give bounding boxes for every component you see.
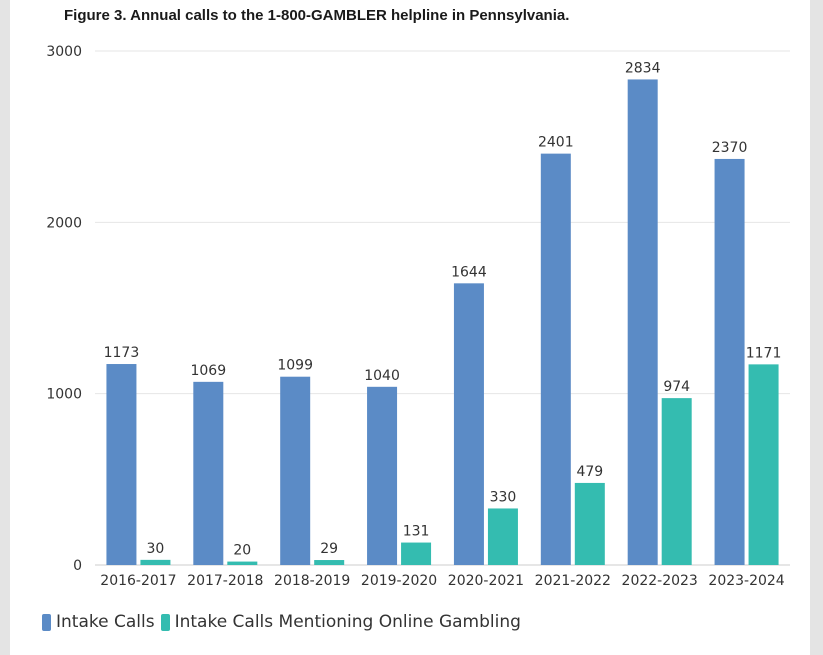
x-tick-label: 2020-2021 (448, 573, 524, 589)
x-tick-label: 2022-2023 (622, 573, 698, 589)
chart-title: Figure 3. Annual calls to the 1-800-GAMB… (64, 7, 570, 24)
x-tick-label: 2017-2018 (187, 573, 263, 589)
y-axis-ticks: 0 1000 2000 3000 (46, 44, 82, 574)
bar-intake-calls (193, 381, 224, 565)
bar-intake-calls (106, 364, 137, 565)
bar-online-gambling (748, 364, 779, 565)
data-label: 1173 (104, 345, 140, 361)
legend: Intake Calls Intake Calls Mentioning Onl… (42, 612, 527, 632)
y-tick-label: 2000 (46, 215, 82, 231)
bar-intake-calls (540, 153, 571, 565)
bars (106, 79, 779, 565)
data-label: 479 (576, 464, 603, 480)
y-tick-label: 1000 (46, 387, 82, 403)
chart-panel: Figure 3. Annual calls to the 1-800-GAMB… (10, 0, 810, 655)
bar-intake-calls (367, 386, 398, 565)
data-label: 1099 (277, 358, 313, 374)
data-label: 330 (490, 489, 517, 505)
x-tick-label: 2019-2020 (361, 573, 437, 589)
data-label: 2401 (538, 135, 574, 151)
data-label: 1040 (364, 368, 400, 384)
data-label: 30 (147, 541, 165, 557)
x-axis-ticks: 2016-2017 2017-2018 2018-2019 2019-2020 2020… (100, 573, 785, 589)
x-tick-label: 2016-2017 (100, 573, 176, 589)
legend-swatch-online-gambling (160, 613, 170, 631)
data-label: 1069 (190, 363, 226, 379)
data-label: 2370 (712, 140, 748, 156)
bar-online-gambling (314, 560, 345, 565)
bar-intake-calls (453, 283, 484, 565)
data-label: 1171 (746, 345, 782, 361)
legend-item-intake-calls: Intake Calls (42, 612, 155, 632)
data-label: 1644 (451, 264, 487, 280)
y-tick-label: 3000 (46, 44, 82, 60)
bar-intake-calls (280, 376, 311, 565)
data-label: 29 (320, 541, 338, 557)
data-label: 20 (233, 543, 251, 559)
bar-online-gambling (574, 482, 605, 565)
data-label: 974 (663, 379, 690, 395)
bar-intake-calls (714, 158, 745, 565)
data-labels: 1173 30 1069 20 1099 29 1040 131 1644 330 2401 479 2… (104, 60, 782, 558)
bar-intake-calls (627, 79, 658, 565)
legend-label-online-gambling: Intake Calls Mentioning Online Gambling (174, 612, 521, 632)
bar-online-gambling (487, 508, 518, 565)
legend-swatch-intake-calls (42, 613, 51, 631)
x-tick-label: 2021-2022 (535, 573, 611, 589)
legend-item-online-gambling: Intake Calls Mentioning Online Gambling (160, 612, 521, 632)
bar-online-gambling (140, 559, 171, 565)
data-label: 2834 (625, 60, 661, 76)
bar-online-gambling (661, 398, 692, 565)
x-tick-label: 2018-2019 (274, 573, 350, 589)
x-tick-label: 2023-2024 (708, 573, 784, 589)
y-tick-label: 0 (73, 558, 82, 574)
bar-online-gambling (401, 542, 432, 565)
data-label: 131 (403, 524, 430, 540)
bar-online-gambling (227, 561, 258, 565)
legend-label-intake-calls: Intake Calls (56, 612, 155, 632)
